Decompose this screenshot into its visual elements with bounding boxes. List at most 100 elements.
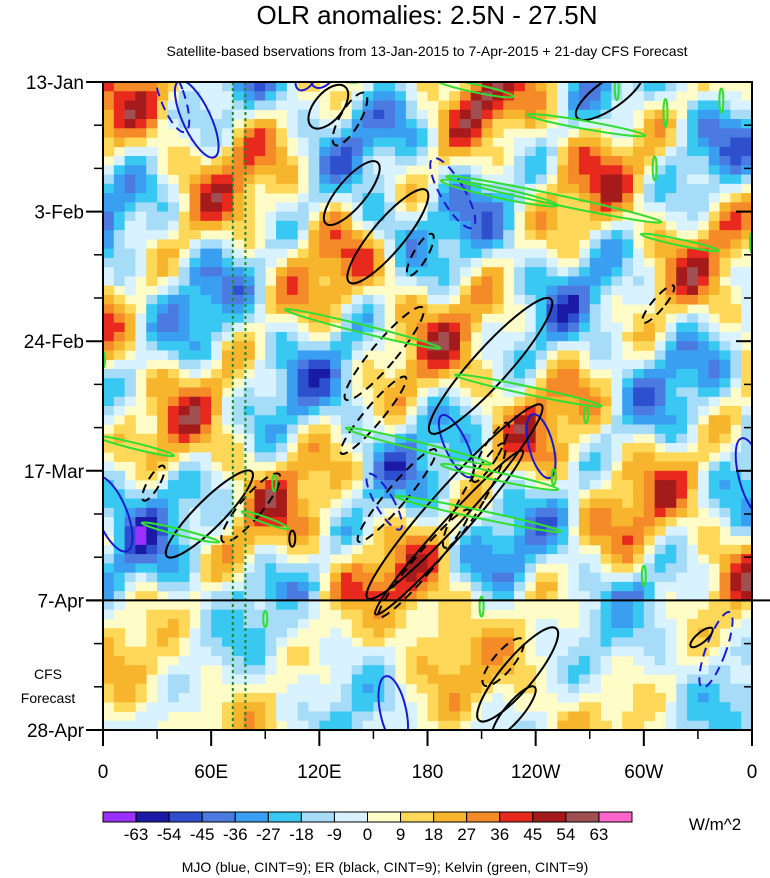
colorbar-label-14: 63 (589, 825, 608, 844)
er-contour (471, 421, 510, 484)
kelvin-contour (283, 308, 442, 350)
mjo-contour (309, 82, 341, 89)
mjo-contour (173, 82, 220, 159)
er-contour (141, 464, 166, 502)
colorbar-label-11: 36 (490, 825, 509, 844)
forecast-label-cfs: CFS (34, 666, 62, 682)
x-tick-label-5: 60W (624, 762, 663, 783)
kelvin-contour (271, 474, 278, 493)
mjo-contour (525, 413, 557, 480)
er-contours (141, 82, 714, 730)
colorbar-swatch-1 (135, 811, 170, 823)
kelvin-contour (478, 595, 485, 618)
mjo-contour (294, 82, 319, 92)
er-contour (641, 284, 676, 324)
kelvin-contour (454, 373, 603, 408)
colorbar-label-4: -27 (256, 825, 281, 844)
colorbar-label-9: 18 (424, 825, 443, 844)
colorbar-swatch-13 (532, 811, 567, 823)
colorbar-label-13: 54 (556, 825, 575, 844)
colorbar-label-1: -54 (157, 825, 182, 844)
er-contour (441, 442, 507, 549)
reference-longitude-lines (231, 82, 247, 730)
forecast-label-forecast: Forecast (21, 690, 76, 706)
colorbar: -63 -54 -45 -36 -27 -18 -9 0 9 18 27 36 45 54 63 (102, 811, 633, 844)
er-contour (164, 469, 254, 559)
colorbar-label-6: -9 (327, 825, 342, 844)
colorbar-swatch-5 (267, 811, 302, 823)
er-contour (356, 448, 438, 543)
colorbar-label-5: -18 (289, 825, 314, 844)
kelvin-contour (103, 435, 176, 458)
er-contour (322, 160, 381, 227)
er-contour (307, 83, 350, 130)
colorbar-swatch-8 (367, 811, 402, 823)
mjo-contour (377, 675, 410, 730)
mjo-contour (365, 472, 404, 531)
kelvin-contour (651, 155, 658, 182)
kelvin-contours (103, 82, 752, 628)
colorbar-label-3: -36 (223, 825, 248, 844)
kelvin-contour (640, 564, 647, 587)
kelvin-contour (439, 178, 560, 208)
colorbar-swatch-0 (102, 811, 137, 823)
colorbar-swatch-11 (466, 811, 501, 823)
y-tick-label-5: 28-Apr (27, 721, 85, 742)
chart-subtitle: Satellite-based bservations from 13-Jan-… (167, 43, 688, 59)
kelvin-contour (439, 462, 560, 492)
chart-title: OLR anomalies: 2.5N - 27.5N (256, 0, 597, 30)
kelvin-contour (583, 406, 590, 425)
x-tick-label-3: 180 (412, 762, 444, 783)
y-tick-label-3: 17-Mar (24, 462, 85, 483)
er-contour (346, 188, 430, 285)
kelvin-contour (613, 82, 620, 102)
colorbar-swatch-6 (300, 811, 335, 823)
er-contour (288, 529, 297, 548)
er-contour (491, 685, 537, 730)
kelvin-contour (344, 426, 493, 466)
er-contour (339, 375, 408, 455)
er-contour (481, 637, 525, 687)
er-contour (476, 626, 560, 723)
kelvin-contour (662, 97, 669, 128)
kelvin-contour (140, 521, 221, 544)
colorbar-label-10: 27 (457, 825, 476, 844)
kelvin-contour (526, 113, 647, 138)
er-contour (331, 91, 369, 147)
y-tick-label-2: 24-Feb (24, 332, 84, 353)
kelvin-contour (718, 87, 725, 114)
x-tick-label-2: 120E (297, 762, 341, 783)
x-tick-label-0: 0 (98, 762, 109, 783)
mjo-contour (103, 475, 134, 553)
colorbar-swatch-7 (333, 811, 368, 823)
colorbar-label-8: 9 (396, 825, 405, 844)
colorbar-swatch-10 (433, 811, 468, 823)
kelvin-contour (639, 232, 721, 253)
kelvin-contour (434, 82, 515, 99)
y-tick-label-0: 13-Jan (26, 73, 84, 94)
y-axis-ticks: 13-Jan 3-Feb 24-Feb 17-Mar 7-Apr 28-Apr (24, 73, 752, 742)
legend-text: MJO (blue, CINT=9); ER (black, CINT=9); … (182, 859, 589, 875)
er-contour (343, 305, 425, 402)
colorbar-label-7: 0 (363, 825, 372, 844)
er-contour (365, 403, 544, 601)
colorbar-label-0: -63 (124, 825, 149, 844)
colorbar-swatch-4 (234, 811, 269, 823)
y-tick-label-1: 3-Feb (34, 203, 84, 224)
colorbar-label-12: 45 (523, 825, 542, 844)
colorbar-swatch-9 (400, 811, 435, 823)
mjo-contours (103, 82, 752, 730)
colorbar-swatch-12 (499, 811, 534, 823)
er-contour (405, 232, 435, 277)
x-tick-label-4: 120W (511, 762, 561, 783)
olr-anomaly-field (103, 82, 752, 730)
colorbar-swatch-15 (598, 811, 633, 823)
colorbar-units: W/m^2 (689, 815, 741, 834)
er-contour (689, 626, 714, 649)
y-tick-label-4: 7-Apr (38, 591, 85, 612)
mjo-contour (429, 156, 477, 230)
colorbar-label-2: -45 (190, 825, 215, 844)
kelvin-contour (445, 174, 663, 224)
colorbar-swatch-2 (168, 811, 203, 823)
